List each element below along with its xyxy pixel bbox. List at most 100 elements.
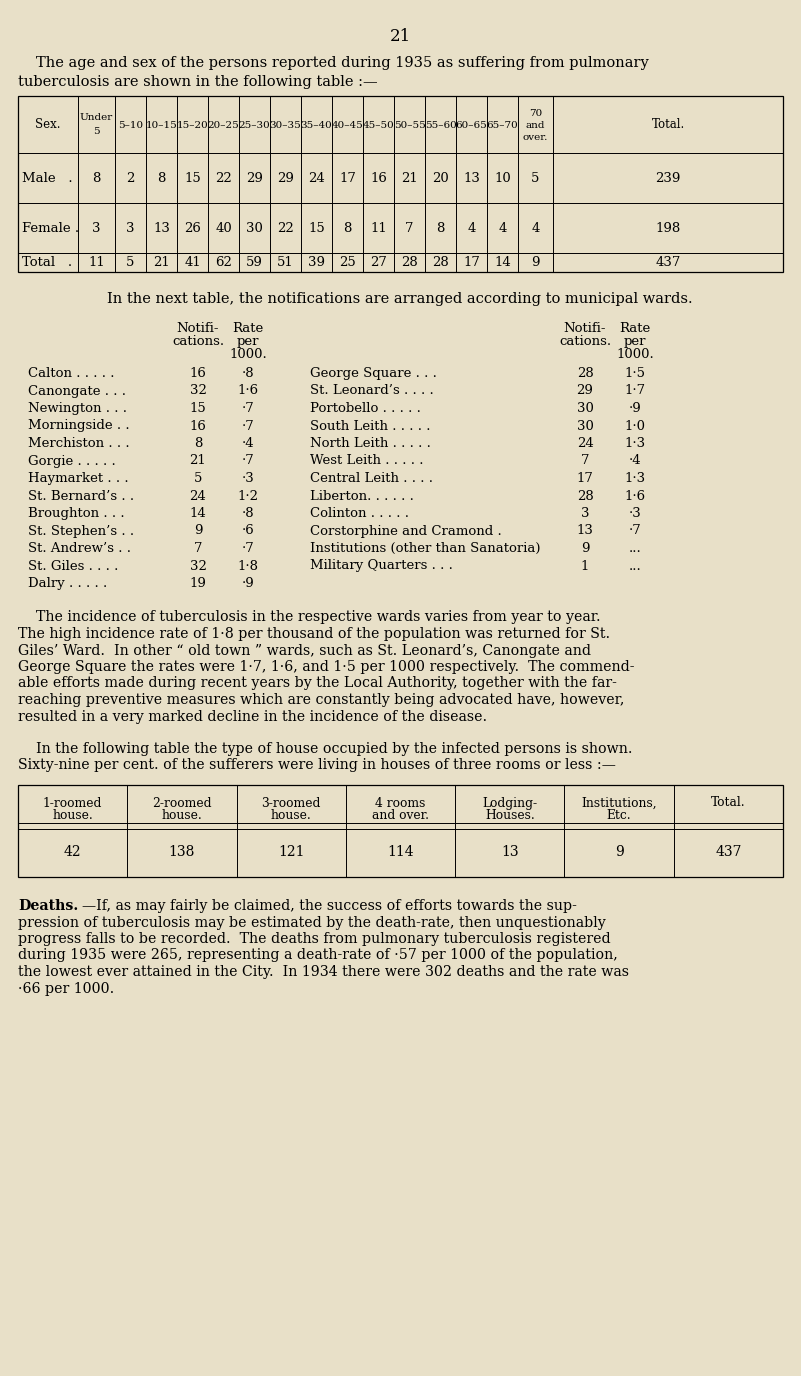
Text: ·7: ·7 bbox=[242, 542, 255, 555]
Text: 21: 21 bbox=[153, 256, 170, 268]
Text: 9: 9 bbox=[194, 524, 202, 538]
Text: 32: 32 bbox=[190, 560, 207, 572]
Text: 10: 10 bbox=[494, 172, 511, 184]
Text: St. Leonard’s . . . .: St. Leonard’s . . . . bbox=[310, 384, 434, 398]
Text: West Leith . . . . .: West Leith . . . . . bbox=[310, 454, 424, 468]
Text: 9: 9 bbox=[581, 542, 590, 555]
Text: cations.: cations. bbox=[172, 334, 224, 348]
Text: 8: 8 bbox=[157, 172, 166, 184]
Text: ·3: ·3 bbox=[629, 506, 642, 520]
Text: 11: 11 bbox=[88, 256, 105, 268]
Text: 10–15: 10–15 bbox=[146, 121, 177, 129]
Text: 22: 22 bbox=[215, 172, 231, 184]
Text: The age and sex of the persons reported during 1935 as suffering from pulmonary: The age and sex of the persons reported … bbox=[36, 56, 649, 70]
Text: 1000.: 1000. bbox=[616, 348, 654, 361]
Text: 15: 15 bbox=[308, 222, 325, 234]
Text: 28: 28 bbox=[577, 367, 594, 380]
Text: 3: 3 bbox=[127, 222, 135, 234]
Text: 3: 3 bbox=[92, 222, 101, 234]
Text: ·7: ·7 bbox=[242, 454, 255, 468]
Text: 5: 5 bbox=[93, 127, 100, 135]
Text: 28: 28 bbox=[577, 490, 594, 502]
Text: 239: 239 bbox=[655, 172, 681, 184]
Text: 15: 15 bbox=[184, 172, 201, 184]
Text: St. Bernard’s . .: St. Bernard’s . . bbox=[28, 490, 134, 502]
Text: house.: house. bbox=[52, 809, 93, 821]
Text: Haymarket . . .: Haymarket . . . bbox=[28, 472, 129, 484]
Text: 32: 32 bbox=[190, 384, 207, 398]
Text: Total.: Total. bbox=[711, 797, 746, 809]
Text: 5: 5 bbox=[194, 472, 202, 484]
Text: Male   .: Male . bbox=[22, 172, 73, 184]
Text: Notifi-: Notifi- bbox=[564, 322, 606, 334]
Text: 1·6: 1·6 bbox=[625, 490, 646, 502]
Text: 17: 17 bbox=[577, 472, 594, 484]
Text: over.: over. bbox=[523, 133, 548, 143]
Text: 4: 4 bbox=[467, 222, 476, 234]
Text: 29: 29 bbox=[246, 172, 263, 184]
Bar bbox=[18, 96, 783, 272]
Text: Gorgie . . . . .: Gorgie . . . . . bbox=[28, 454, 116, 468]
Text: 5: 5 bbox=[531, 172, 540, 184]
Text: Total   .: Total . bbox=[22, 256, 72, 268]
Text: 14: 14 bbox=[190, 506, 207, 520]
Text: Rate: Rate bbox=[232, 322, 264, 334]
Text: 1·3: 1·3 bbox=[625, 472, 646, 484]
Text: 14: 14 bbox=[494, 256, 511, 268]
Text: St. Andrew’s . .: St. Andrew’s . . bbox=[28, 542, 131, 555]
Text: 1·0: 1·0 bbox=[625, 420, 646, 432]
Text: 21: 21 bbox=[190, 454, 207, 468]
Text: tuberculosis are shown in the following table :—: tuberculosis are shown in the following … bbox=[18, 76, 377, 89]
Text: George Square . . .: George Square . . . bbox=[310, 367, 437, 380]
Text: 40: 40 bbox=[215, 222, 231, 234]
Text: 50–55: 50–55 bbox=[393, 121, 425, 129]
Bar bbox=[18, 784, 783, 877]
Text: ·9: ·9 bbox=[629, 402, 642, 416]
Text: house.: house. bbox=[162, 809, 203, 821]
Text: 29: 29 bbox=[277, 172, 294, 184]
Text: Corstorphine and Cramond .: Corstorphine and Cramond . bbox=[310, 524, 501, 538]
Text: Dalry . . . . .: Dalry . . . . . bbox=[28, 577, 107, 590]
Text: 1·3: 1·3 bbox=[625, 438, 646, 450]
Text: Merchiston . . .: Merchiston . . . bbox=[28, 438, 130, 450]
Text: 17: 17 bbox=[339, 172, 356, 184]
Text: 30: 30 bbox=[577, 420, 594, 432]
Text: 13: 13 bbox=[153, 222, 170, 234]
Text: ·7: ·7 bbox=[242, 402, 255, 416]
Text: 11: 11 bbox=[370, 222, 387, 234]
Text: ·4: ·4 bbox=[629, 454, 642, 468]
Text: 8: 8 bbox=[344, 222, 352, 234]
Text: Rate: Rate bbox=[619, 322, 650, 334]
Text: ·7: ·7 bbox=[242, 420, 255, 432]
Text: 24: 24 bbox=[577, 438, 594, 450]
Text: Morningside . .: Morningside . . bbox=[28, 420, 130, 432]
Text: 2: 2 bbox=[127, 172, 135, 184]
Text: 45–50: 45–50 bbox=[363, 121, 394, 129]
Text: Liberton. . . . . .: Liberton. . . . . . bbox=[310, 490, 414, 502]
Text: 59: 59 bbox=[246, 256, 263, 268]
Text: 60–65: 60–65 bbox=[456, 121, 487, 129]
Text: during 1935 were 265, representing a death-rate of ·57 per 1000 of the populatio: during 1935 were 265, representing a dea… bbox=[18, 948, 618, 962]
Text: and: and bbox=[525, 121, 545, 131]
Text: ·8: ·8 bbox=[242, 506, 254, 520]
Text: 20: 20 bbox=[432, 172, 449, 184]
Text: 16: 16 bbox=[190, 367, 207, 380]
Text: the lowest ever attained in the City.  In 1934 there were 302 deaths and the rat: the lowest ever attained in the City. In… bbox=[18, 965, 629, 978]
Text: 55–60: 55–60 bbox=[425, 121, 457, 129]
Text: 35–40: 35–40 bbox=[300, 121, 332, 129]
Text: 13: 13 bbox=[577, 524, 594, 538]
Text: 19: 19 bbox=[190, 577, 207, 590]
Text: 29: 29 bbox=[577, 384, 594, 398]
Text: 3: 3 bbox=[581, 506, 590, 520]
Text: 24: 24 bbox=[308, 172, 325, 184]
Text: progress falls to be recorded.  The deaths from pulmonary tuberculosis registere: progress falls to be recorded. The death… bbox=[18, 932, 610, 947]
Text: Broughton . . .: Broughton . . . bbox=[28, 506, 125, 520]
Text: 30–35: 30–35 bbox=[270, 121, 301, 129]
Text: Houses.: Houses. bbox=[485, 809, 534, 821]
Text: per: per bbox=[237, 334, 260, 348]
Text: 13: 13 bbox=[501, 845, 518, 859]
Text: The incidence of tuberculosis in the respective wards varies from year to year.: The incidence of tuberculosis in the res… bbox=[18, 611, 601, 625]
Text: 9: 9 bbox=[531, 256, 540, 268]
Text: 4: 4 bbox=[498, 222, 507, 234]
Text: resulted in a very marked decline in the incidence of the disease.: resulted in a very marked decline in the… bbox=[18, 710, 487, 724]
